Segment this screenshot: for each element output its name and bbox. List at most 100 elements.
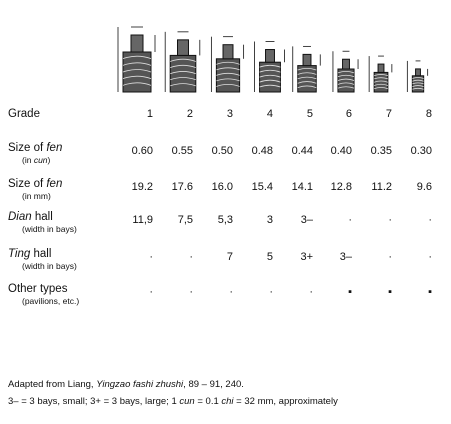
icon-part: [374, 83, 388, 86]
cell: ·: [428, 214, 432, 226]
cell: 6: [345, 108, 352, 120]
text-part: Grade: [8, 108, 40, 120]
cell: 0.48: [251, 145, 273, 157]
cell: 11,9: [132, 214, 153, 226]
cell: 12.8: [330, 181, 352, 193]
cell: 0.60: [131, 145, 153, 157]
cell: 7: [226, 251, 233, 263]
icon-part: [122, 55, 152, 60]
icon-part: [259, 79, 281, 83]
cell: 5: [266, 251, 273, 263]
cell: ·: [189, 251, 193, 263]
icon-part: [122, 62, 152, 66]
row-sublabel: (pavilions, etc.): [22, 296, 79, 306]
icon-part: [259, 74, 281, 78]
text-part: hall: [31, 211, 53, 223]
text-part: (in mm): [22, 191, 51, 201]
cell: 3: [226, 108, 233, 120]
row-label: Grade: [8, 108, 40, 120]
icon-part: [412, 85, 424, 87]
text-part: Adapted from Liang,: [8, 379, 97, 390]
footnote-line: Adapted from Liang, Yingzao fashi zhushi…: [8, 379, 244, 390]
cell: 3–: [300, 214, 313, 226]
icon-part: [374, 74, 388, 77]
text-part: = 32 mm, approximately: [233, 396, 338, 407]
icon-part: [122, 51, 152, 93]
icon-part: [412, 79, 424, 82]
cell: 5,3: [217, 214, 233, 226]
icon-part: [216, 83, 240, 87]
text-part: , 89 – 91, 240.: [183, 379, 244, 390]
text-part: Dian: [8, 211, 32, 223]
cell: ▪: [428, 286, 432, 298]
row-label: Other types: [8, 283, 67, 295]
text-part: (width in bays): [22, 261, 77, 271]
cell: 14.1: [291, 181, 313, 193]
icon-part: [265, 49, 275, 63]
text-part: chi: [221, 396, 234, 407]
icon-part: [412, 82, 424, 85]
icon-part: [177, 39, 189, 56]
cell: 7,5: [177, 214, 193, 226]
icon-part: [337, 78, 355, 81]
text-part: (in: [22, 155, 34, 165]
icon-part: [170, 64, 196, 68]
icon-part: [122, 82, 152, 86]
cell: 16.0: [211, 181, 233, 193]
icon-part: [377, 63, 385, 73]
text-part: Yingzao fashi zhushi: [96, 379, 184, 390]
cell: 19.2: [131, 181, 153, 193]
icon-part: [122, 69, 152, 73]
icon-part: [259, 84, 281, 88]
icon-part: [216, 61, 240, 65]
icon-part: [297, 76, 317, 80]
text-part: = 0.1: [194, 396, 222, 407]
row-sublabel: (width in bays): [22, 224, 77, 234]
icon-part: [216, 67, 240, 71]
row-label: Ting hall: [8, 248, 51, 260]
row-label: Dian hall: [8, 211, 53, 223]
cell: 0.30: [410, 145, 432, 157]
icon-part: [412, 77, 424, 79]
icon-part: [374, 80, 388, 83]
text-part: Ting: [8, 248, 31, 260]
cell: ▪: [388, 286, 392, 298]
icon-part: [412, 87, 424, 90]
icon-part: [297, 81, 317, 84]
icon-part: [302, 53, 312, 67]
icon-part: [130, 34, 144, 53]
text-part: (width in bays): [22, 224, 77, 234]
icon-part: [216, 72, 240, 76]
cell: 0.50: [211, 145, 233, 157]
icon-part: [259, 64, 281, 68]
icon-part: [297, 85, 317, 88]
text-part: Size of: [8, 142, 47, 154]
icon-part: [337, 86, 355, 89]
icon-part: [374, 77, 388, 80]
icon-part: [342, 58, 350, 70]
cell: 3+: [300, 251, 313, 263]
icon-part: [297, 67, 317, 71]
icon-part: [259, 61, 281, 93]
icon-part: [297, 72, 317, 75]
icon-part: [415, 68, 421, 77]
cell: 3: [266, 214, 273, 226]
cell: 7: [385, 108, 392, 120]
row-label: Size of fen: [8, 178, 62, 190]
cell: 9.6: [416, 181, 432, 193]
icon-part: [259, 69, 281, 73]
text-part: 3– = 3 bays, small; 3+ = 3 bays, large; …: [8, 396, 180, 407]
footnote-line: 3– = 3 bays, small; 3+ = 3 bays, large; …: [8, 396, 338, 407]
icon-part: [170, 71, 196, 75]
row-sublabel: (in mm): [22, 191, 51, 201]
text-part: hall: [30, 248, 52, 260]
cell: ·: [428, 251, 432, 263]
cell: 3–: [339, 251, 352, 263]
icon-part: [374, 87, 388, 90]
text-part: Other types: [8, 283, 68, 295]
icon-part: [222, 44, 234, 60]
cell: ·: [269, 286, 273, 298]
icon-part: [216, 78, 240, 82]
cell: ·: [388, 214, 392, 226]
